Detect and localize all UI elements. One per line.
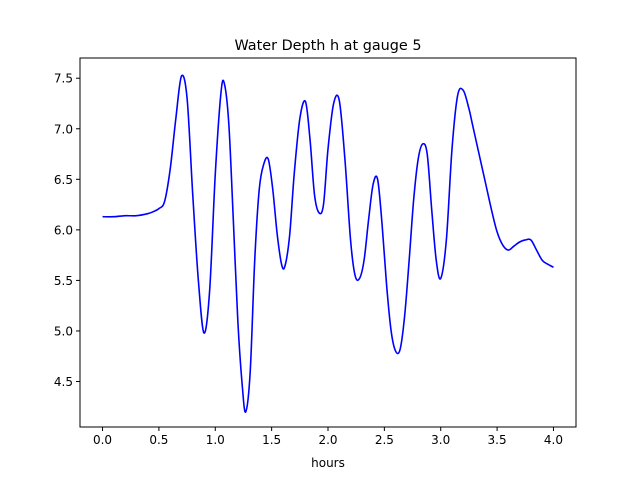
y-tick-label: 5.5 bbox=[54, 274, 73, 288]
axis-ticks: 0.0 0.5 1.0 1.5 2.0 2.5 3.0 3.5 4.0 4.5 5.0 5.5 6.0 6… bbox=[54, 72, 563, 447]
y-tick-label: 5.0 bbox=[54, 324, 73, 338]
chart-title: Water Depth h at gauge 5 bbox=[234, 38, 421, 54]
x-tick-label: 2.0 bbox=[318, 433, 337, 447]
y-tick-label: 7.5 bbox=[54, 72, 73, 86]
x-tick-label: 3.5 bbox=[488, 433, 507, 447]
x-tick-label: 3.0 bbox=[431, 433, 450, 447]
x-tick-label: 0.0 bbox=[93, 433, 112, 447]
series-line-0 bbox=[102, 74, 554, 413]
x-tick-label: 0.5 bbox=[149, 433, 168, 447]
axes-frame bbox=[79, 57, 577, 428]
x-tick-label: 1.0 bbox=[206, 433, 225, 447]
x-tick-label: 2.5 bbox=[375, 433, 394, 447]
x-tick-label: 1.5 bbox=[262, 433, 281, 447]
y-tick-label: 6.0 bbox=[54, 223, 73, 237]
y-tick-label: 7.0 bbox=[54, 122, 73, 136]
x-axis-label: hours bbox=[311, 456, 345, 470]
y-tick-label: 4.5 bbox=[54, 375, 73, 389]
plot-area bbox=[102, 74, 554, 413]
y-tick-label: 6.5 bbox=[54, 173, 73, 187]
x-tick-label: 4.0 bbox=[544, 433, 563, 447]
